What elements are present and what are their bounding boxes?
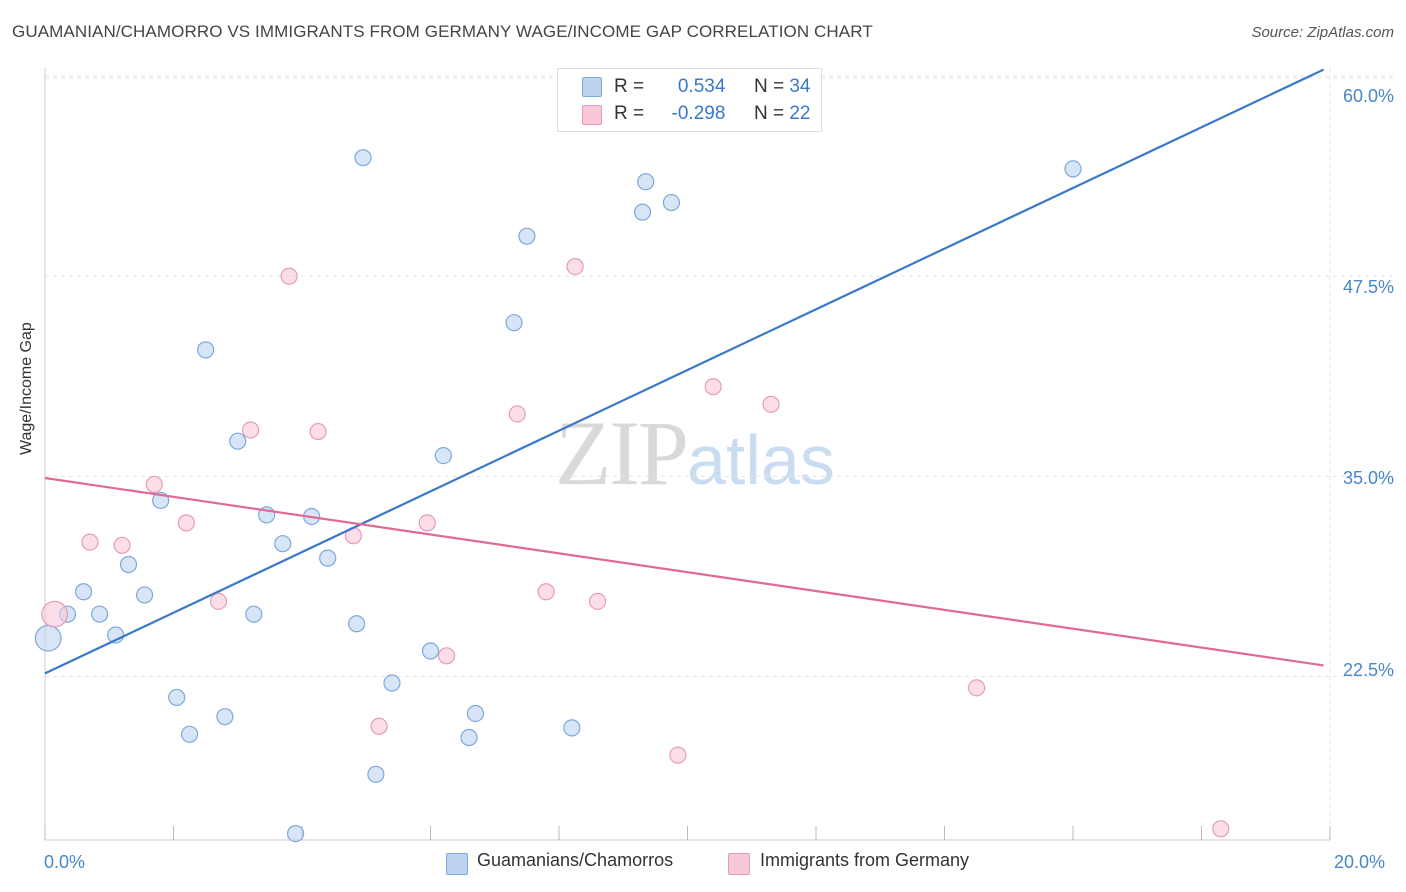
data-point bbox=[968, 679, 986, 697]
data-point bbox=[421, 642, 440, 660]
data-point bbox=[588, 592, 607, 610]
data-point bbox=[113, 536, 131, 554]
data-point bbox=[348, 615, 366, 633]
watermark: ZIPatlas bbox=[555, 400, 835, 506]
data-point bbox=[119, 555, 138, 574]
r-value: -0.298 bbox=[671, 103, 726, 124]
watermark-atlas: atlas bbox=[687, 421, 835, 499]
legend-label-guamanians: Guamanians/Chamorros bbox=[477, 850, 674, 870]
trend-line bbox=[44, 68, 1325, 675]
data-point bbox=[242, 421, 260, 439]
data-point bbox=[662, 193, 681, 212]
r-value: 0.534 bbox=[677, 76, 726, 97]
data-point bbox=[81, 533, 99, 551]
data-point bbox=[180, 725, 199, 743]
data-point bbox=[91, 605, 109, 623]
gridlines bbox=[45, 68, 1395, 840]
n-value: 34 bbox=[789, 76, 811, 97]
data-point bbox=[383, 674, 401, 692]
y-axis-label: Wage/Income Gap bbox=[18, 322, 35, 455]
trend-lines bbox=[44, 68, 1325, 675]
data-point bbox=[1064, 160, 1082, 178]
data-point bbox=[633, 203, 652, 221]
data-point bbox=[229, 432, 247, 450]
data-point bbox=[274, 535, 292, 553]
data-point bbox=[505, 314, 523, 332]
data-point bbox=[370, 717, 388, 735]
data-point bbox=[460, 728, 478, 747]
n-value: 22 bbox=[789, 103, 811, 124]
watermark-zip: ZIP bbox=[555, 402, 689, 504]
data-point bbox=[245, 605, 263, 623]
data-point bbox=[704, 378, 722, 396]
data-point bbox=[508, 405, 526, 423]
data-point bbox=[177, 514, 195, 532]
axes bbox=[44, 68, 1331, 841]
data-point bbox=[669, 746, 687, 764]
stats-row-blue: R = 0.534 N = 34 bbox=[614, 76, 810, 98]
chart-title: GUAMANIAN/CHAMORRO VS IMMIGRANTS FROM GE… bbox=[12, 22, 873, 41]
series-germany-points bbox=[41, 258, 1230, 838]
data-point bbox=[168, 688, 186, 707]
data-point bbox=[41, 600, 69, 628]
data-point bbox=[367, 765, 385, 783]
data-point bbox=[354, 149, 372, 167]
data-point bbox=[466, 704, 485, 723]
x-tick-label-min: 0.0% bbox=[44, 852, 86, 872]
data-point bbox=[319, 549, 337, 567]
data-point bbox=[563, 719, 581, 737]
data-point bbox=[209, 592, 228, 610]
y-tick-label-35: 35.0% bbox=[1342, 468, 1394, 488]
data-point bbox=[762, 395, 780, 413]
n-label: N = bbox=[753, 103, 785, 124]
r-label: R = bbox=[614, 76, 645, 97]
data-point bbox=[280, 267, 298, 285]
legend-swatch-germany bbox=[728, 853, 750, 875]
data-point bbox=[637, 173, 655, 191]
series-guamanians-points bbox=[34, 149, 1082, 843]
correlation-stats-box: R = 0.534 N = 34 R = -0.298 N = 22 bbox=[557, 68, 822, 132]
data-point bbox=[145, 475, 163, 494]
data-point bbox=[566, 258, 584, 276]
stats-row-pink: R = -0.298 N = 22 bbox=[614, 103, 810, 125]
data-point bbox=[434, 447, 452, 465]
data-point bbox=[286, 824, 305, 843]
data-point bbox=[135, 586, 154, 604]
data-point bbox=[437, 647, 456, 665]
data-point bbox=[216, 708, 234, 726]
x-tick-label-max: 20.0% bbox=[1334, 852, 1386, 872]
y-tick-label-22-5: 22.5% bbox=[1342, 660, 1394, 680]
trend-line bbox=[44, 476, 1324, 667]
data-point bbox=[418, 514, 436, 532]
data-point bbox=[537, 583, 555, 601]
stats-swatch-blue bbox=[582, 77, 602, 97]
data-point bbox=[197, 341, 215, 359]
n-label: N = bbox=[753, 76, 785, 97]
data-point bbox=[309, 422, 327, 441]
legend-swatch-guamanians bbox=[446, 853, 468, 875]
y-tick-label-47-5: 47.5% bbox=[1342, 277, 1394, 297]
data-point bbox=[74, 583, 93, 601]
stats-swatch-pink bbox=[582, 105, 602, 125]
legend-label-germany: Immigrants from Germany bbox=[760, 850, 970, 870]
data-point bbox=[34, 624, 62, 652]
source-label: Source: ZipAtlas.com bbox=[1251, 24, 1394, 41]
y-tick-label-60: 60.0% bbox=[1342, 86, 1394, 106]
data-point bbox=[1212, 820, 1230, 838]
data-point bbox=[518, 227, 536, 245]
r-label: R = bbox=[614, 103, 645, 124]
